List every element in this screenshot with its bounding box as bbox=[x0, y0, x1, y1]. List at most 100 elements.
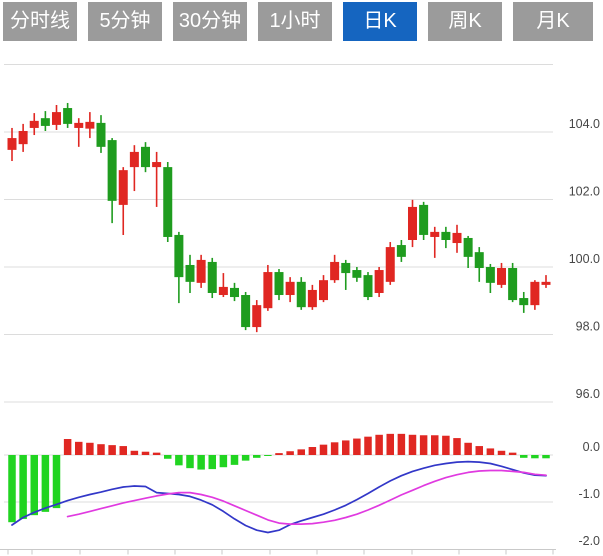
candle-body bbox=[385, 247, 395, 282]
candle-body bbox=[7, 138, 17, 150]
x-axis bbox=[0, 549, 556, 555]
macd-bar bbox=[375, 434, 383, 455]
candle-body bbox=[129, 151, 139, 168]
candle-body bbox=[441, 231, 451, 240]
candle-body bbox=[152, 162, 162, 168]
macd-bar bbox=[542, 455, 550, 459]
macd-bar bbox=[286, 451, 294, 455]
macd-bar bbox=[397, 433, 406, 455]
macd-bar bbox=[330, 442, 339, 455]
macd-bar bbox=[520, 455, 528, 458]
macd-bar bbox=[108, 445, 116, 455]
tab-timeline[interactable]: 分时线 bbox=[3, 2, 77, 41]
macd-bar bbox=[241, 455, 250, 461]
candle-body bbox=[497, 268, 506, 285]
macd-bar bbox=[52, 455, 61, 509]
tab-5min[interactable]: 5分钟 bbox=[88, 2, 162, 41]
macd-bar bbox=[497, 450, 506, 455]
candle-body bbox=[185, 264, 195, 282]
candle-body bbox=[452, 232, 462, 244]
macd-bar bbox=[508, 452, 517, 455]
macd-bar bbox=[275, 453, 283, 455]
macd-bar bbox=[130, 450, 139, 455]
macd-bar bbox=[219, 455, 228, 468]
candle-body bbox=[296, 281, 306, 308]
candle-body bbox=[396, 245, 406, 257]
candle-body bbox=[74, 122, 84, 128]
candle-body bbox=[241, 295, 251, 328]
macd-bar bbox=[197, 455, 205, 470]
period-tab-bar: 分时线 5分钟 30分钟 1小时 日K 周K 月K bbox=[3, 2, 593, 41]
candle-body bbox=[330, 261, 340, 281]
candle-body bbox=[107, 140, 117, 201]
macd-bar bbox=[342, 440, 350, 455]
candle-body bbox=[263, 272, 273, 309]
macd-bar bbox=[230, 455, 239, 465]
tab-monthly-k[interactable]: 月K bbox=[513, 2, 593, 41]
candle-body bbox=[18, 130, 28, 145]
candle-body bbox=[474, 252, 484, 269]
candle-body bbox=[274, 272, 284, 296]
candle-body bbox=[463, 237, 473, 257]
macd-bar bbox=[475, 446, 483, 455]
candle-body bbox=[319, 280, 328, 301]
macd-bar bbox=[431, 435, 439, 455]
macd-bar bbox=[364, 436, 372, 455]
macd-dif-line bbox=[11, 460, 547, 534]
candle-body bbox=[341, 262, 351, 274]
tab-1hour[interactable]: 1小时 bbox=[258, 2, 332, 41]
price-tick-label: 104.0 bbox=[569, 117, 600, 131]
tab-30min[interactable]: 30分钟 bbox=[173, 2, 247, 41]
candle-body bbox=[218, 286, 228, 296]
macd-axis-labels: 0.0 -1.0 -2.0 bbox=[578, 440, 600, 548]
candle-body bbox=[29, 120, 39, 128]
price-tick-label: 96.0 bbox=[576, 387, 600, 401]
price-tick-label: 100.0 bbox=[569, 252, 600, 266]
macd-bar bbox=[208, 455, 216, 470]
macd-bar bbox=[253, 455, 261, 458]
tab-daily-k[interactable]: 日K bbox=[343, 2, 417, 41]
candle-body bbox=[430, 231, 440, 237]
macd-tick-label: -1.0 bbox=[578, 487, 600, 501]
macd-bar bbox=[297, 449, 305, 455]
macd-histogram bbox=[8, 433, 550, 523]
candle-body bbox=[196, 259, 206, 283]
macd-bar bbox=[453, 438, 461, 455]
macd-bar bbox=[186, 455, 194, 469]
gridlines bbox=[4, 64, 553, 503]
candle-body bbox=[408, 206, 417, 240]
candle-body bbox=[541, 281, 551, 285]
price-axis-labels: 104.0 102.0 100.0 98.0 96.0 bbox=[569, 117, 600, 401]
macd-bar bbox=[8, 455, 16, 523]
macd-bar bbox=[164, 455, 172, 459]
macd-bar bbox=[486, 448, 495, 455]
candle-body bbox=[230, 287, 239, 298]
candle-body bbox=[141, 146, 150, 168]
tab-weekly-k[interactable]: 周K bbox=[428, 2, 502, 41]
macd-bar bbox=[442, 435, 450, 455]
macd-bar bbox=[531, 455, 539, 459]
macd-bar bbox=[41, 455, 50, 512]
macd-bar bbox=[264, 455, 272, 456]
macd-bar bbox=[175, 455, 183, 466]
macd-tick-label: -2.0 bbox=[578, 534, 600, 548]
macd-bar bbox=[86, 442, 94, 455]
macd-bar bbox=[353, 438, 361, 455]
macd-bar bbox=[464, 442, 472, 455]
macd-bar bbox=[408, 434, 417, 455]
price-tick-label: 98.0 bbox=[576, 320, 600, 334]
macd-bar bbox=[141, 451, 150, 455]
macd-bar bbox=[308, 447, 317, 455]
candle-body bbox=[374, 270, 384, 293]
candle-body bbox=[163, 167, 173, 237]
candle-body bbox=[96, 122, 106, 147]
candle-body bbox=[485, 267, 495, 283]
candle-body bbox=[63, 108, 73, 124]
candle-body bbox=[252, 305, 262, 328]
macd-tick-label: 0.0 bbox=[583, 440, 600, 454]
candle-body bbox=[207, 261, 217, 293]
macd-bar bbox=[19, 455, 27, 519]
macd-bar bbox=[63, 439, 72, 455]
